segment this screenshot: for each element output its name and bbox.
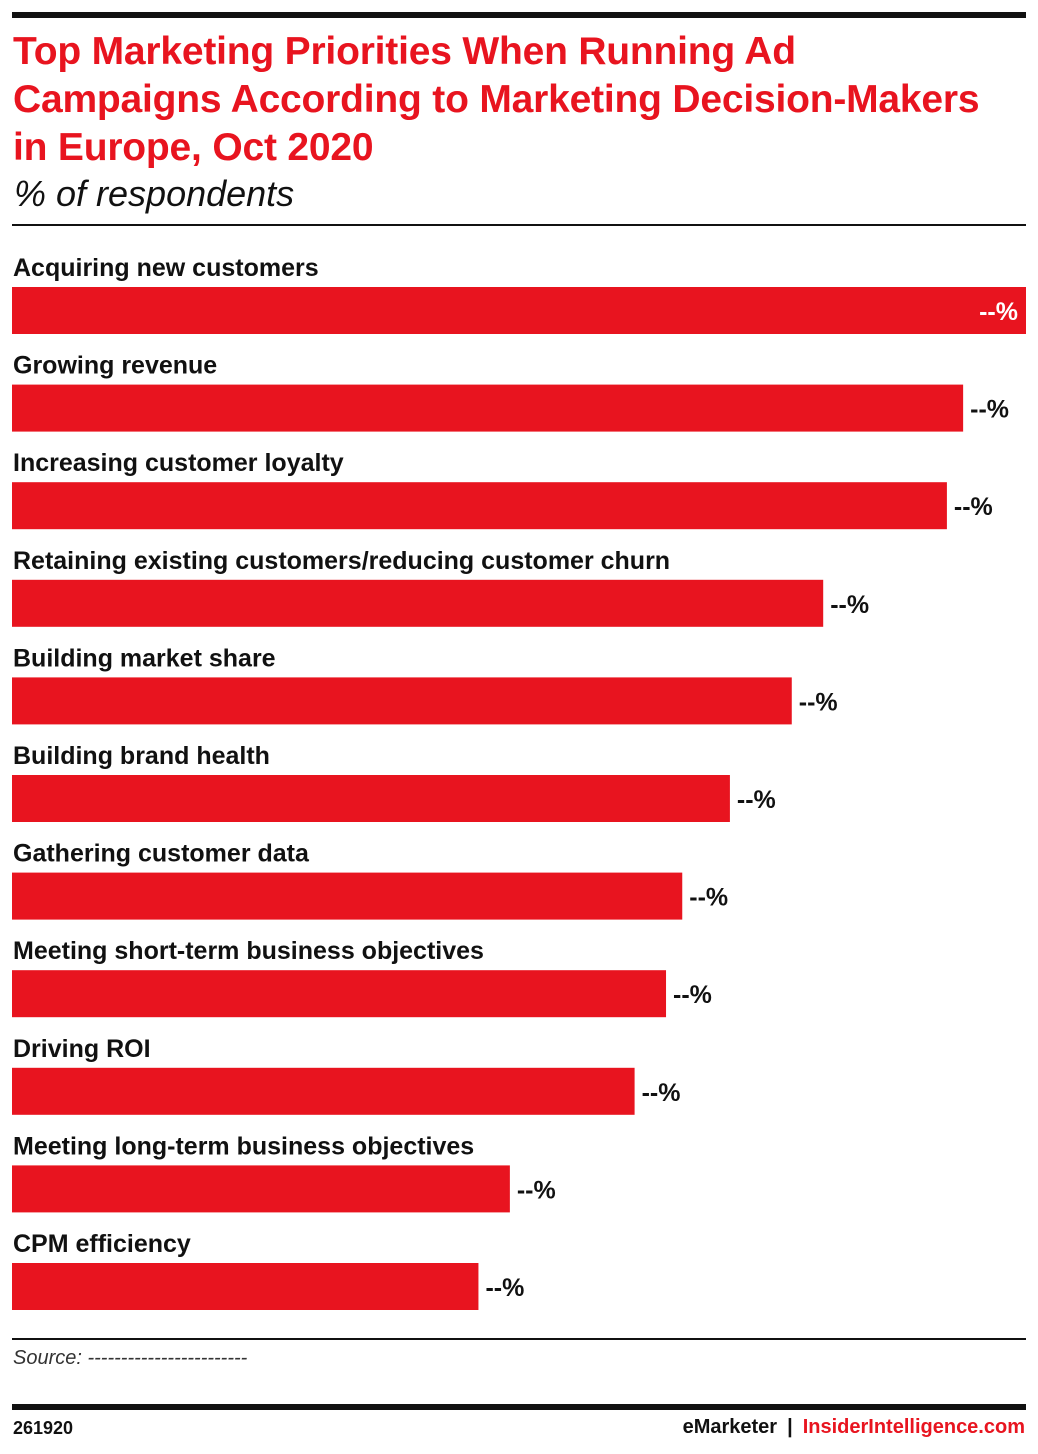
- category-label: CPM efficiency: [13, 1230, 191, 1258]
- data-label: --%: [689, 884, 728, 912]
- chart-subtitle: % of respondents: [14, 173, 295, 214]
- bar: [12, 775, 730, 822]
- data-label: --%: [517, 1176, 556, 1204]
- category-label: Retaining existing customers/reducing cu…: [13, 547, 670, 575]
- category-label: Growing revenue: [13, 352, 217, 380]
- category-label: Building brand health: [13, 742, 270, 770]
- data-label: --%: [970, 396, 1009, 424]
- bar: [12, 1165, 510, 1213]
- bar: [12, 1263, 479, 1310]
- bar: [12, 970, 667, 1018]
- bar: [12, 677, 792, 725]
- category-label: Building market share: [13, 644, 276, 672]
- data-label: --%: [737, 786, 776, 814]
- bar: [12, 384, 964, 432]
- data-label: --%: [979, 298, 1018, 326]
- category-label: Driving ROI: [13, 1035, 151, 1063]
- category-label: Acquiring new customers: [13, 254, 319, 282]
- data-label: --%: [485, 1274, 524, 1302]
- data-label: --%: [673, 981, 712, 1009]
- chart-id: 261920: [13, 1418, 74, 1438]
- bar: [12, 1067, 635, 1115]
- data-label: --%: [954, 493, 993, 521]
- brand-footer: eMarketer | InsiderIntelligence.com: [683, 1416, 1025, 1439]
- brand-separator: |: [787, 1416, 793, 1438]
- data-label: --%: [799, 688, 838, 716]
- source-note: Source: ------------------------: [13, 1347, 248, 1369]
- category-label: Meeting short-term business objectives: [13, 937, 484, 965]
- footer-rule: [12, 1404, 1026, 1410]
- category-label: Gathering customer data: [13, 840, 310, 868]
- bar: [12, 287, 1026, 334]
- top-rule: [12, 12, 1026, 18]
- emarketer-brand: eMarketer: [682, 1416, 778, 1438]
- insider-intelligence-link[interactable]: InsiderIntelligence.com: [802, 1416, 1025, 1438]
- source-divider: [12, 1338, 1026, 1340]
- bar: [12, 872, 683, 920]
- data-label: --%: [830, 591, 869, 619]
- bar-chart: Acquiring new customers --% Growing revenu…: [12, 254, 1026, 1310]
- bar: [12, 579, 824, 627]
- category-label: Meeting long-term business objectives: [13, 1132, 474, 1160]
- bar: [12, 482, 947, 530]
- data-label: --%: [642, 1079, 681, 1107]
- chart-title: Top Marketing Priorities When Running Ad…: [13, 30, 980, 169]
- category-label: Increasing customer loyalty: [13, 449, 344, 477]
- title-divider: [12, 224, 1026, 226]
